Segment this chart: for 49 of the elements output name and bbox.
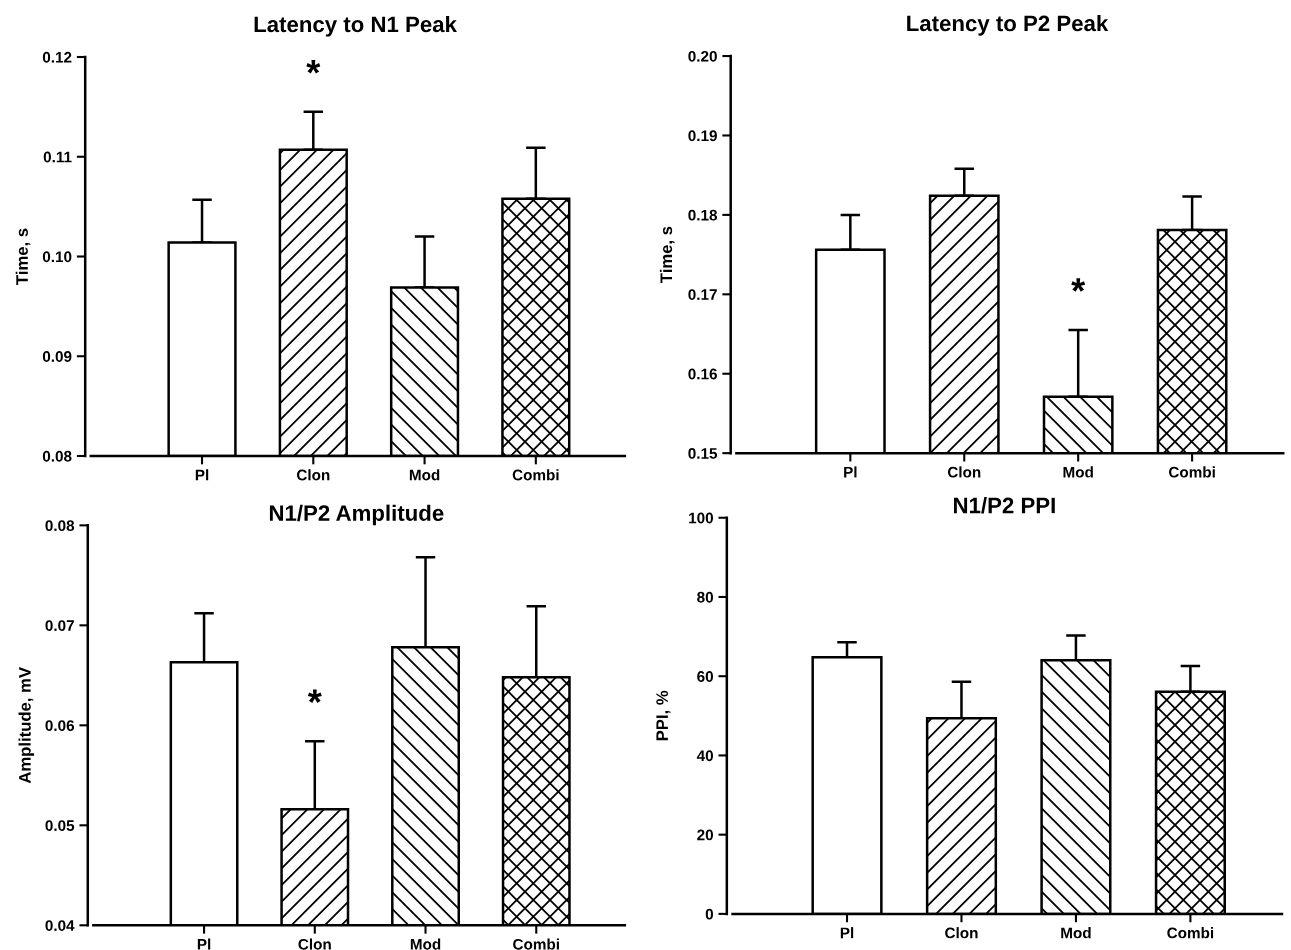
x-tick-label: Pl	[844, 466, 857, 478]
y-tick-label: 100	[689, 512, 714, 524]
x-tick-label: Mod	[1063, 466, 1093, 478]
y-tick-label: 0.04	[45, 920, 75, 931]
y-tick-label: 0.10	[42, 251, 72, 263]
y-axis-title: Amplitude, mV	[18, 667, 35, 784]
chart-title: N1/P2 Amplitude	[269, 504, 444, 526]
chart-title: Latency to N1 Peak	[254, 15, 457, 37]
y-tick-label: 0.18	[688, 209, 718, 221]
x-tick-label: Combi	[1168, 466, 1215, 478]
y-tick-label: 20	[697, 829, 714, 841]
x-tick-label: Pl	[840, 927, 854, 939]
x-tick-label: Mod	[410, 938, 441, 950]
y-tick-label: 0.07	[45, 620, 74, 632]
annotation: *	[1071, 278, 1086, 292]
y-tick-label: 0.12	[42, 51, 72, 63]
x-tick-label: Mod	[409, 469, 440, 481]
annotation: *	[307, 689, 322, 703]
y-tick-label: 80	[697, 591, 714, 603]
x-tick-label: Pl	[197, 938, 211, 950]
y-tick-label: 0.06	[45, 720, 75, 732]
y-tick-label: 0.05	[45, 820, 75, 831]
y-axis-title: Time, s	[659, 226, 675, 283]
y-tick-label: 0.11	[43, 151, 72, 163]
y-tick-label: 0.17	[688, 289, 717, 300]
x-tick-label: Clon	[296, 469, 330, 481]
y-tick-label: 60	[697, 671, 714, 682]
x-tick-label: Combi	[512, 469, 559, 481]
y-tick-label: 40	[696, 750, 714, 762]
y-tick-label: 0.09	[42, 351, 72, 362]
x-tick-label: Pl	[195, 469, 209, 481]
y-tick-label: 0.08	[42, 450, 72, 462]
y-tick-label: 0.19	[688, 130, 717, 142]
chart-title: Latency to P2 Peak	[907, 14, 1109, 36]
x-tick-label: Combi	[513, 938, 559, 950]
x-tick-label: Clon	[945, 927, 978, 939]
y-axis-title: PPI, %	[656, 690, 671, 741]
x-tick-label: Clon	[298, 938, 331, 950]
chart-title: N1/P2 PPI	[954, 497, 1055, 514]
annotation: *	[306, 60, 321, 74]
x-tick-label: Clon	[947, 466, 981, 478]
y-axis-title: Time, s	[15, 228, 31, 285]
y-tick-label: 0.08	[45, 520, 75, 532]
x-tick-label: Mod	[1061, 927, 1091, 939]
y-tick-label: 0.15	[688, 448, 718, 459]
y-tick-label: 0.16	[688, 368, 717, 380]
y-tick-label: 0	[705, 908, 714, 920]
x-tick-label: Combi	[1167, 927, 1214, 939]
y-tick-label: 0.20	[688, 50, 717, 62]
